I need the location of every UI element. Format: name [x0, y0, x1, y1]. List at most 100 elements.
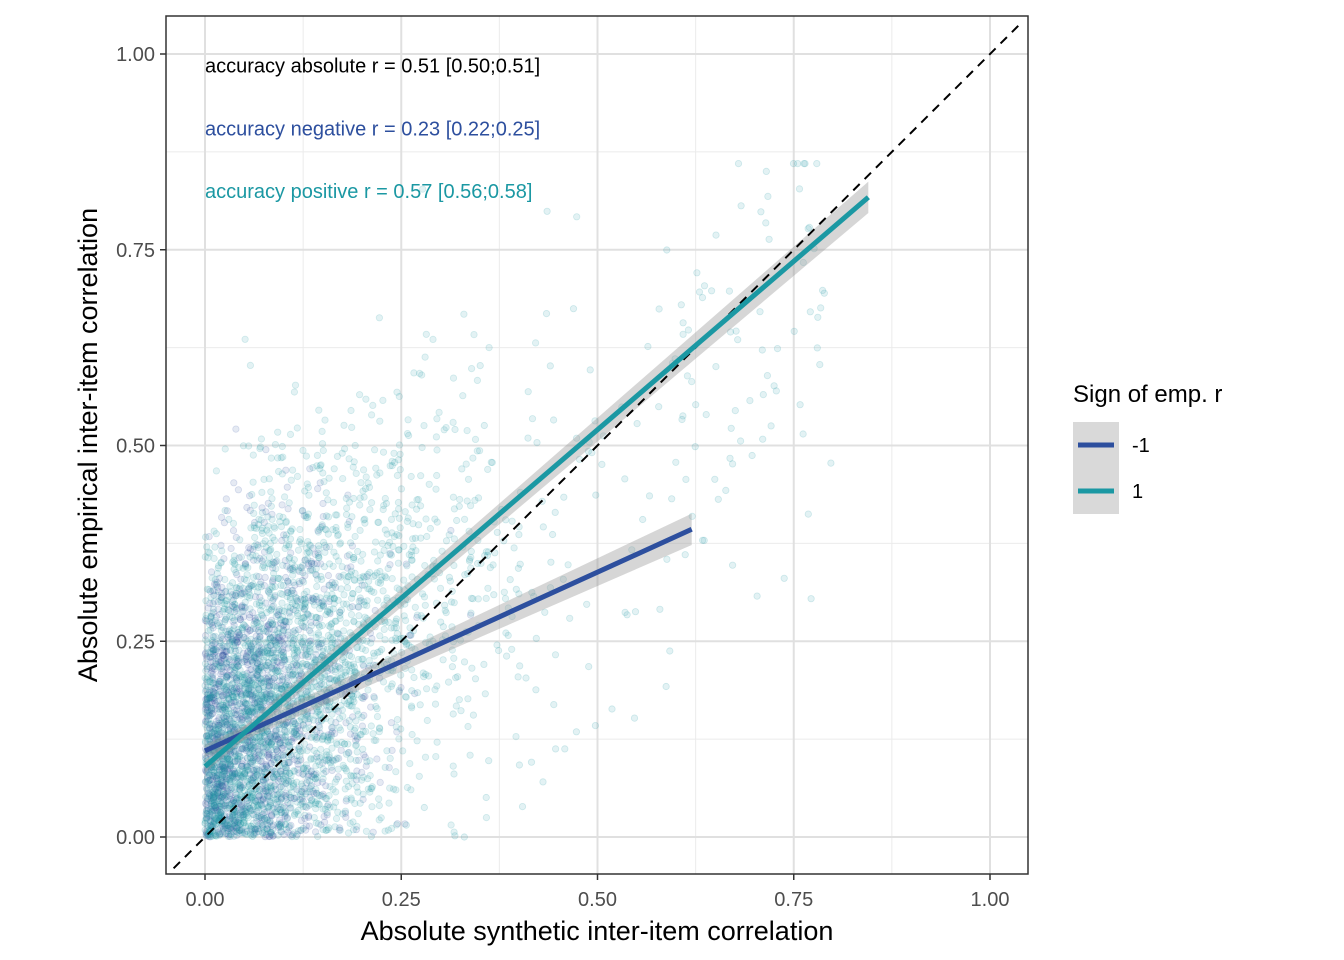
- data-point-1: [413, 611, 421, 619]
- data-point-1: [226, 582, 234, 590]
- data-point--1: [363, 572, 371, 581]
- data-point-1: [352, 717, 360, 725]
- data-point-1: [501, 594, 510, 603]
- data-point--1: [226, 824, 234, 833]
- data-point-1: [339, 474, 347, 483]
- data-point-1: [246, 361, 254, 369]
- data-point--1: [260, 815, 269, 823]
- data-point-1: [450, 770, 458, 778]
- data-point--1: [218, 692, 226, 700]
- data-point--1: [242, 655, 250, 664]
- data-point-1: [408, 730, 416, 739]
- data-point--1: [371, 606, 379, 615]
- data-point-1: [312, 614, 320, 622]
- data-point-1: [407, 472, 415, 481]
- data-point--1: [201, 705, 209, 713]
- data-point-1: [533, 438, 541, 447]
- data-point-1: [757, 208, 765, 216]
- data-point-1: [573, 213, 581, 221]
- data-point--1: [207, 612, 215, 621]
- data-point--1: [237, 803, 245, 811]
- data-point-1: [759, 435, 767, 443]
- data-point-1: [359, 466, 368, 474]
- data-point-1: [463, 426, 471, 435]
- data-point-1: [480, 421, 488, 430]
- data-point--1: [302, 826, 310, 834]
- data-point-1: [275, 797, 283, 806]
- data-point-1: [417, 534, 425, 542]
- data-point--1: [262, 599, 270, 607]
- data-point-1: [698, 536, 707, 544]
- data-point-1: [807, 595, 815, 603]
- data-point-1: [376, 579, 384, 587]
- data-point-1: [645, 492, 654, 500]
- data-point--1: [202, 806, 210, 815]
- data-point--1: [216, 658, 224, 667]
- data-point--1: [259, 743, 267, 751]
- data-point--1: [358, 768, 366, 777]
- data-point--1: [241, 560, 250, 568]
- data-point-1: [258, 625, 267, 633]
- data-point-1: [217, 559, 225, 567]
- data-point-1: [355, 585, 363, 594]
- data-point--1: [250, 654, 258, 662]
- data-point--1: [235, 707, 243, 715]
- data-point-1: [458, 465, 466, 473]
- data-point-1: [327, 717, 335, 725]
- data-point-1: [293, 472, 302, 480]
- data-point-1: [280, 493, 289, 501]
- data-point-1: [737, 202, 745, 210]
- data-point-1: [453, 516, 461, 525]
- data-point-1: [297, 638, 305, 646]
- data-point--1: [326, 610, 334, 618]
- data-point--1: [209, 670, 217, 678]
- data-point-1: [376, 567, 384, 576]
- data-point-1: [218, 829, 226, 838]
- data-point-1: [231, 645, 239, 653]
- data-point-1: [366, 757, 374, 765]
- data-point--1: [247, 581, 255, 590]
- data-point--1: [253, 670, 261, 679]
- data-point-1: [531, 339, 540, 347]
- data-point-1: [426, 524, 434, 533]
- data-point-1: [256, 444, 264, 453]
- data-point-1: [684, 326, 693, 334]
- data-point--1: [312, 789, 321, 797]
- data-point--1: [275, 636, 283, 644]
- data-point-1: [790, 327, 798, 335]
- data-point-1: [414, 521, 423, 529]
- data-point--1: [275, 721, 283, 729]
- data-point-1: [416, 502, 425, 510]
- data-point-1: [431, 700, 440, 708]
- data-point-1: [460, 310, 468, 318]
- data-point--1: [230, 479, 238, 487]
- data-point-1: [238, 607, 246, 616]
- legend-label: -1: [1132, 435, 1150, 457]
- data-point-1: [402, 641, 411, 649]
- data-point--1: [253, 660, 262, 668]
- data-point--1: [277, 647, 285, 655]
- data-point-1: [380, 625, 388, 634]
- x-tick-label: 0.75: [774, 889, 813, 911]
- data-point-1: [254, 757, 262, 765]
- data-point--1: [305, 822, 313, 830]
- data-point-1: [376, 551, 384, 559]
- data-point--1: [207, 822, 215, 830]
- y-tick-label: 0.75: [116, 240, 155, 262]
- data-point-1: [231, 663, 239, 671]
- data-point-1: [267, 488, 275, 496]
- data-point--1: [208, 728, 216, 737]
- data-point-1: [527, 758, 536, 766]
- data-point-1: [232, 798, 240, 806]
- data-point-1: [370, 694, 378, 702]
- data-point-1: [246, 749, 255, 757]
- data-point-1: [500, 588, 508, 596]
- data-point-1: [393, 471, 401, 480]
- data-point-1: [431, 515, 439, 523]
- data-point-1: [332, 788, 340, 796]
- data-point-1: [301, 811, 309, 819]
- data-point--1: [268, 812, 276, 820]
- data-point-1: [759, 390, 767, 399]
- data-point--1: [238, 756, 246, 765]
- data-point--1: [272, 638, 280, 647]
